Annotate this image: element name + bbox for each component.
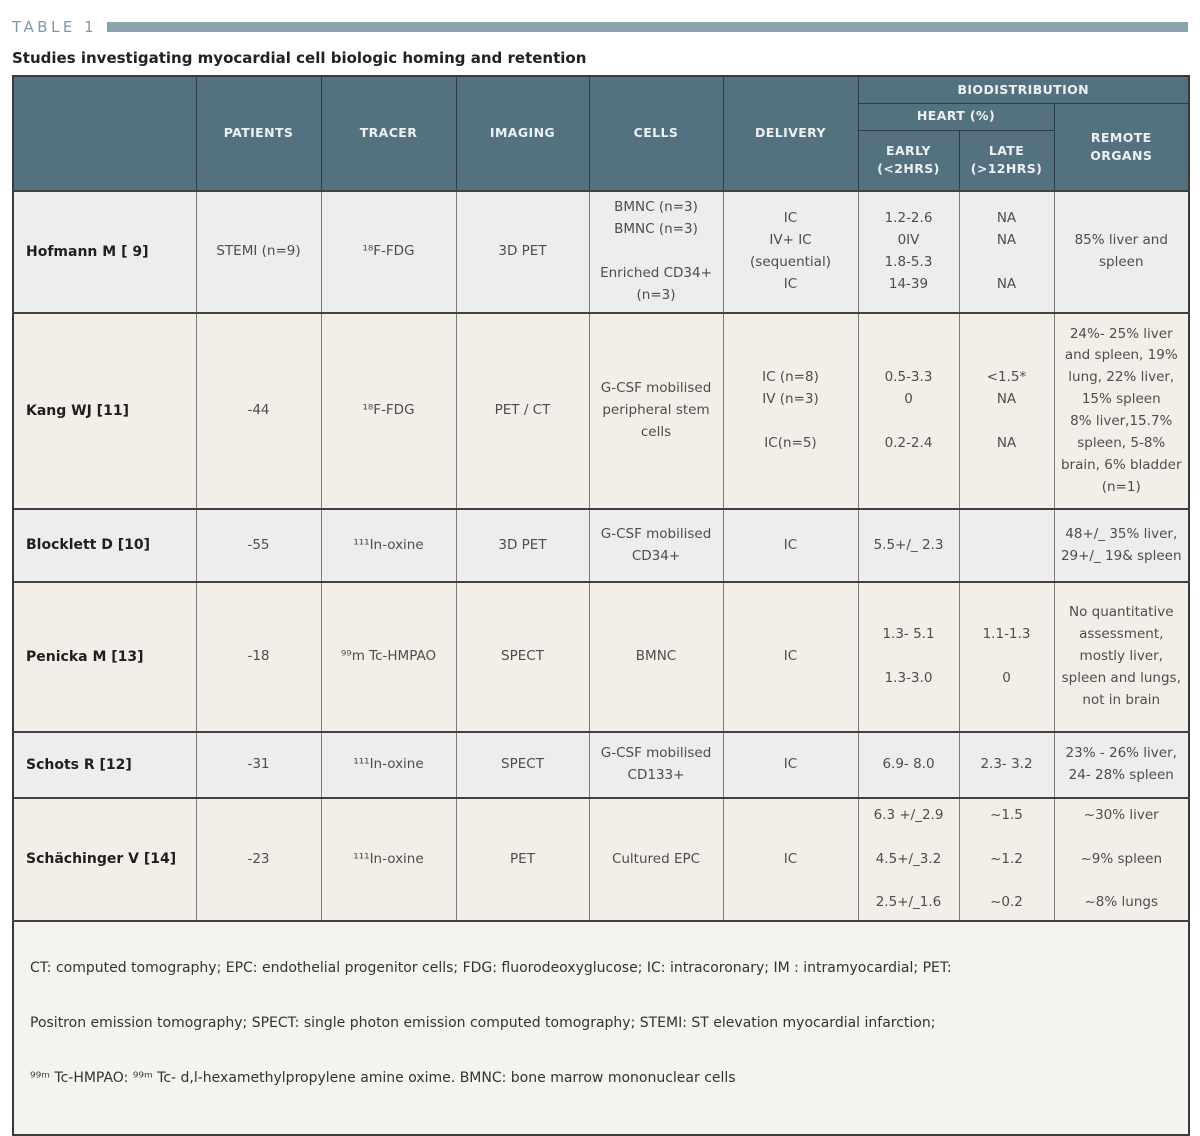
cell-early: 1.3- 5.1 1.3-3.0 — [857, 581, 960, 733]
table-title: Studies investigating myocardial cell bi… — [12, 49, 587, 67]
table-row: Penicka M [13] -18 ⁹⁹m Tc-HMPAO SPECT BM… — [12, 581, 1190, 733]
header-imaging: IMAGING — [455, 75, 590, 192]
cell-late: 2.3- 3.2 — [958, 731, 1055, 799]
cell-remote: 85% liver and spleen — [1053, 190, 1190, 314]
footnotes-cell: CT: computed tomography; EPC: endothelia… — [12, 920, 1190, 1136]
cell-remote: ~30% liver ~9% spleen ~8% lungs — [1053, 797, 1190, 922]
header-row-3: EARLY (<2HRS) LATE (>12HRS) — [13, 129, 1189, 192]
cell-delivery: IC — [722, 731, 859, 799]
cell-remote: 48+/_ 35% liver, 29+/_ 19& spleen — [1053, 508, 1190, 583]
cell-remote: No quantitative assessment, mostly liver… — [1053, 581, 1190, 733]
cell-imaging: SPECT — [455, 731, 590, 799]
cell-early: 6.3 +/_2.9 4.5+/_3.2 2.5+/_1.6 — [857, 797, 960, 922]
header-late: LATE (>12HRS) — [958, 129, 1055, 192]
cell-early: 6.9- 8.0 — [857, 731, 960, 799]
header-heart: HEART (%) — [857, 102, 1055, 131]
cell-late: ~1.5 ~1.2 ~0.2 — [958, 797, 1055, 922]
cell-remote: 23% - 26% liver, 24- 28% spleen — [1053, 731, 1190, 799]
cell-tracer: ⁹⁹m Tc-HMPAO — [320, 581, 457, 733]
cell-tracer: ¹¹¹In-oxine — [320, 797, 457, 922]
cell-tracer: ¹⁸F-FDG — [320, 312, 457, 510]
header-remote-organs: REMOTE ORGANS — [1053, 102, 1190, 192]
cell-patients: -44 — [195, 312, 322, 510]
header-delivery: DELIVERY — [722, 75, 859, 192]
cell-patients: -18 — [195, 581, 322, 733]
cell-imaging: PET — [455, 797, 590, 922]
cell-study: Schächinger V [14] — [12, 797, 197, 922]
cell-study: Kang WJ [11] — [12, 312, 197, 510]
cell-cells: G-CSF mobilised CD34+ — [588, 508, 724, 583]
header-cells: CELLS — [588, 75, 724, 192]
header-biodistribution: BIODISTRIBUTION — [857, 75, 1190, 104]
header-patients: PATIENTS — [195, 75, 322, 192]
cell-cells: BMNC (n=3) BMNC (n=3) Enriched CD34+ (n=… — [588, 190, 724, 314]
cell-delivery: IC — [722, 797, 859, 922]
cell-study: Blocklett D [10] — [12, 508, 197, 583]
cell-remote: 24%- 25% liver and spleen, 19% lung, 22%… — [1053, 312, 1190, 510]
cell-late: <1.5* NA NA — [958, 312, 1055, 510]
cell-cells: BMNC — [588, 581, 724, 733]
cell-imaging: 3D PET — [455, 508, 590, 583]
footnote-line: CT: computed tomography; EPC: endothelia… — [30, 959, 952, 976]
cell-late: NA NA NA — [958, 190, 1055, 314]
cell-study: Schots R [12] — [12, 731, 197, 799]
cell-delivery: IC — [722, 581, 859, 733]
cell-imaging: 3D PET — [455, 190, 590, 314]
header-study — [12, 75, 197, 192]
cell-delivery: IC (n=8) IV (n=3) IC(n=5) — [722, 312, 859, 510]
cell-delivery: IC IV+ IC (sequential) IC — [722, 190, 859, 314]
cell-tracer: ¹¹¹In-oxine — [320, 731, 457, 799]
header-tracer: TRACER — [320, 75, 457, 192]
table-row: Schächinger V [14] -23 ¹¹¹In-oxine PET C… — [12, 797, 1190, 922]
accent-bar — [107, 22, 1188, 32]
cell-imaging: SPECT — [455, 581, 590, 733]
cell-study: Penicka M [13] — [12, 581, 197, 733]
cell-study: Hofmann M [ 9] — [12, 190, 197, 314]
cell-early: 5.5+/_ 2.3 — [857, 508, 960, 583]
table-number-label: TABLE 1 — [12, 18, 98, 36]
header-row-1: PATIENTS TRACER IMAGING CELLS DELIVERY B… — [12, 75, 1190, 192]
header-row-2: HEART (%) REMOTE ORGANS — [13, 102, 1190, 192]
cell-patients: -55 — [195, 508, 322, 583]
cell-patients: STEMI (n=9) — [195, 190, 322, 314]
cell-patients: -31 — [195, 731, 322, 799]
table-row: Kang WJ [11] -44 ¹⁸F-FDG PET / CT G-CSF … — [12, 312, 1190, 510]
cell-tracer: ¹⁸F-FDG — [320, 190, 457, 314]
cell-cells: G-CSF mobilised CD133+ — [588, 731, 724, 799]
studies-table: PATIENTS TRACER IMAGING CELLS DELIVERY B… — [12, 75, 1190, 1136]
cell-late: 1.1-1.3 0 — [958, 581, 1055, 733]
table-row: Schots R [12] -31 ¹¹¹In-oxine SPECT G-CS… — [12, 731, 1190, 799]
header-early: EARLY (<2HRS) — [857, 129, 960, 192]
cell-late — [958, 508, 1055, 583]
footnotes-row: CT: computed tomography; EPC: endothelia… — [12, 920, 1190, 1136]
table-label-row: TABLE 1 — [12, 14, 1188, 40]
footnote-line: Positron emission tomography; SPECT: sin… — [30, 1014, 936, 1031]
cell-tracer: ¹¹¹In-oxine — [320, 508, 457, 583]
cell-cells: G-CSF mobilised peripheral stem cells — [588, 312, 724, 510]
cell-patients: -23 — [195, 797, 322, 922]
table-row: Hofmann M [ 9] STEMI (n=9) ¹⁸F-FDG 3D PE… — [12, 190, 1190, 314]
cell-imaging: PET / CT — [455, 312, 590, 510]
cell-cells: Cultured EPC — [588, 797, 724, 922]
cell-delivery: IC — [722, 508, 859, 583]
cell-early: 0.5-3.3 0 0.2-2.4 — [857, 312, 960, 510]
cell-early: 1.2-2.6 0IV 1.8-5.3 14-39 — [857, 190, 960, 314]
footnote-line: ⁹⁹ᵐ Tc-HMPAO: ⁹⁹ᵐ Tc- d,l-hexamethylprop… — [30, 1069, 736, 1086]
table-row: Blocklett D [10] -55 ¹¹¹In-oxine 3D PET … — [12, 508, 1190, 583]
